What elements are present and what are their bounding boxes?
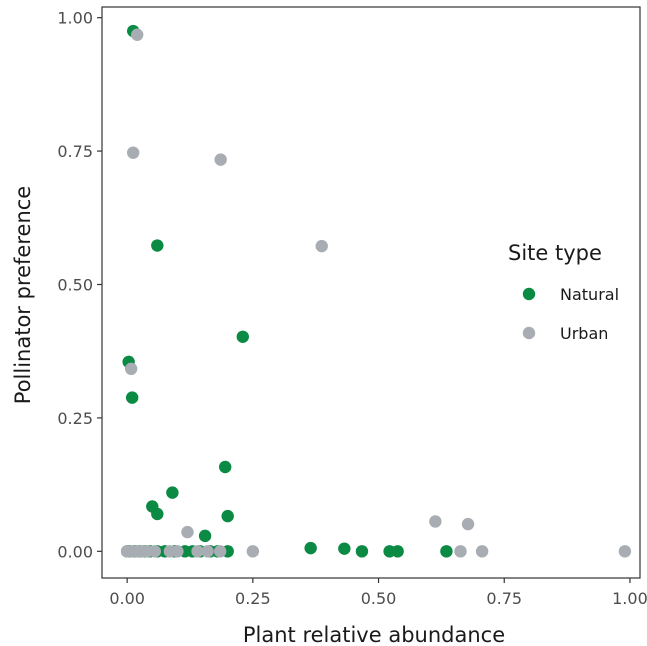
x-tick-label: 1.00 <box>612 589 647 608</box>
point-urban <box>429 515 442 528</box>
point-urban <box>130 28 144 41</box>
x-tick-label: 0.75 <box>486 589 522 608</box>
point-urban <box>148 545 161 558</box>
point-urban <box>315 239 328 253</box>
point-urban <box>618 545 632 558</box>
point-natural <box>198 529 212 543</box>
y-tick-label: 1.00 <box>57 9 93 28</box>
x-tick-label: 0.50 <box>361 589 397 608</box>
point-natural <box>338 542 351 555</box>
point-natural <box>218 460 232 474</box>
point-urban <box>181 525 194 539</box>
y-tick-label: 0.75 <box>57 142 93 161</box>
point-urban <box>461 517 475 531</box>
x-axis: 0.00 0.25 0.50 0.75 1.00 <box>109 578 647 608</box>
point-natural <box>391 545 404 558</box>
point-natural <box>221 509 234 523</box>
point-urban <box>246 545 260 558</box>
y-tick-label: 0.25 <box>57 409 93 428</box>
point-natural <box>304 541 317 555</box>
y-tick-label: 0.50 <box>57 275 93 294</box>
legend: Site type Natural Urban <box>508 241 619 343</box>
x-axis-title: Plant relative abundance <box>243 623 505 646</box>
legend-swatch-natural <box>522 287 536 301</box>
data-points <box>120 24 632 558</box>
point-urban <box>214 153 227 166</box>
y-axis: 0.00 0.25 0.50 0.75 1.00 <box>57 9 102 561</box>
point-natural <box>125 391 139 404</box>
point-natural <box>151 239 164 252</box>
point-urban <box>126 146 140 159</box>
point-natural <box>236 330 249 343</box>
y-axis-title: Pollinator preference <box>11 186 35 404</box>
point-urban <box>171 545 184 558</box>
point-urban <box>201 545 214 558</box>
point-urban <box>124 362 138 376</box>
point-natural <box>151 507 164 521</box>
point-urban <box>454 545 467 558</box>
legend-label-urban: Urban <box>560 324 608 343</box>
legend-title: Site type <box>508 241 602 265</box>
y-tick-label: 0.00 <box>57 542 93 561</box>
legend-swatch-urban <box>522 326 536 340</box>
point-natural <box>440 545 453 558</box>
legend-label-natural: Natural <box>560 285 619 304</box>
point-urban <box>191 545 204 558</box>
x-tick-label: 0.00 <box>109 589 145 608</box>
point-urban <box>213 545 227 558</box>
point-urban <box>475 545 489 558</box>
point-natural <box>355 545 369 558</box>
plot-panel <box>101 6 641 579</box>
x-tick-label: 0.25 <box>235 589 271 608</box>
point-natural <box>166 486 179 499</box>
